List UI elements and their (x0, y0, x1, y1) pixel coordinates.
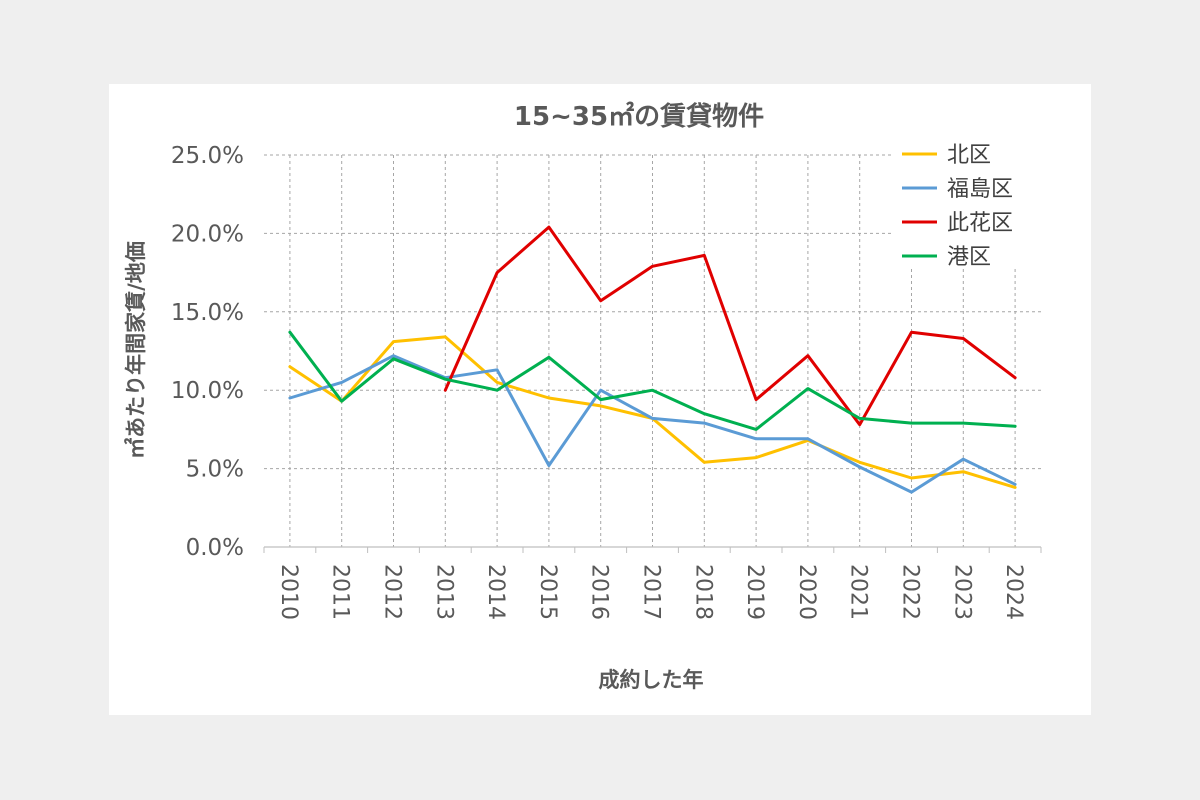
x-tick-label: 2019 (742, 564, 767, 620)
axes (263, 546, 1042, 553)
legend-label: 福島区 (947, 177, 1013, 202)
x-tick-label: 2020 (794, 564, 819, 620)
line-chart: 15~35㎡の賃貸物件 ㎡あたり年間家賃/地価 成約した年 0.0% 5.0% 10… (124, 101, 1042, 692)
y-tick-label: 25.0% (171, 143, 244, 169)
y-tick-labels: 0.0% 5.0% 10.0% 15.0% 20.0% 25.0% (171, 143, 244, 561)
series-line-4 (288, 330, 1017, 431)
x-tick-label: 2018 (690, 564, 715, 620)
series-lines (288, 225, 1017, 494)
chart-title: 15~35㎡の賃貸物件 (514, 101, 764, 132)
x-tick-label: 2017 (639, 564, 664, 620)
x-tick-label: 2024 (1001, 564, 1026, 620)
legend-label: 此花区 (947, 211, 1013, 236)
y-tick-label: 20.0% (171, 221, 244, 247)
x-tick-label: 2021 (846, 564, 871, 620)
y-tick-label: 5.0% (186, 457, 244, 483)
x-tick-label: 2010 (276, 564, 301, 620)
y-tick-label: 0.0% (186, 535, 244, 561)
gridlines (264, 154, 1041, 547)
x-tick-label: 2022 (898, 564, 923, 620)
x-tick-label: 2011 (328, 564, 353, 620)
x-tick-label: 2023 (949, 564, 974, 620)
chart-card: 15~35㎡の賃貸物件 ㎡あたり年間家賃/地価 成約した年 0.0% 5.0% 10… (109, 84, 1091, 715)
x-tick-label: 2012 (380, 564, 405, 620)
y-tick-label: 15.0% (171, 300, 244, 326)
x-tick-label: 2016 (587, 564, 612, 620)
series-line-3 (443, 225, 1017, 427)
y-axis-title: ㎡あたり年間家賃/地価 (124, 241, 148, 459)
legend-label: 北区 (947, 143, 991, 168)
x-tick-labels: 2010 2011 2012 2013 2014 2015 2016 2017 2018 2019… (276, 564, 1026, 620)
x-tick-label: 2014 (483, 564, 508, 620)
legend-label: 港区 (947, 245, 991, 270)
x-axis-title: 成約した年 (599, 668, 704, 692)
series-line-2 (288, 354, 1017, 494)
x-tick-label: 2015 (535, 564, 560, 620)
y-tick-label: 10.0% (171, 378, 244, 404)
legend-background (892, 124, 1042, 266)
x-tick-label: 2013 (431, 564, 456, 620)
